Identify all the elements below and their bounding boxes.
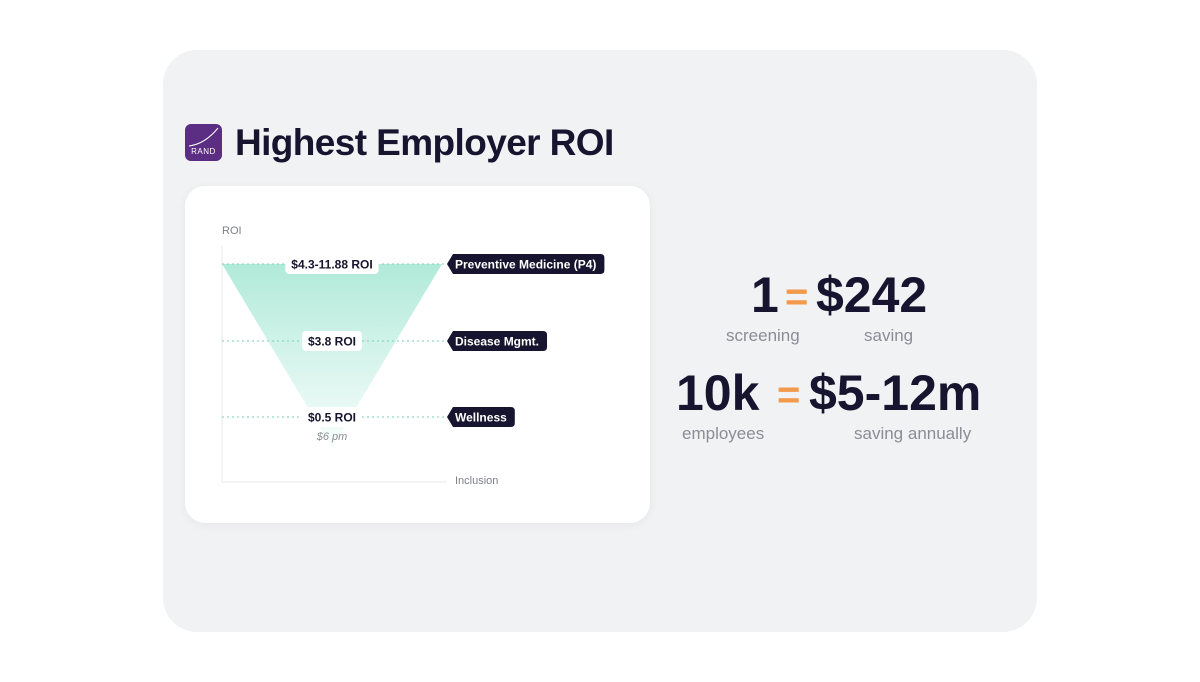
funnel-chart-panel: ROI Inclusion $4.3-11.88 ROI Preventive M…: [185, 186, 650, 523]
funnel-note: $6 pm: [316, 431, 348, 443]
category-tag-label: Wellness: [455, 411, 507, 425]
stat-2-left-value: 10k: [676, 365, 760, 421]
funnel-value-label: $4.3-11.88 ROI: [291, 258, 372, 272]
funnel-shape: [222, 264, 442, 448]
stat-2-right-caption: saving annually: [854, 424, 972, 443]
stat-2-left-caption: employees: [682, 424, 765, 443]
stat-1-left-value: 1: [751, 267, 779, 323]
funnel-value-label: $3.8 ROI: [308, 335, 356, 349]
category-tag: [447, 331, 548, 351]
page-title: Highest Employer ROI: [235, 122, 614, 163]
stat-1-right-caption: saving: [864, 326, 914, 345]
funnel-chart: ROI Inclusion $4.3-11.88 ROI Preventive M…: [221, 225, 605, 487]
value-label-bg: [285, 254, 379, 274]
stat-1-left-caption: screening: [726, 326, 800, 345]
value-label-bg: [301, 407, 363, 427]
stat-1-equals: =: [785, 275, 809, 319]
funnel-value-label: $0.5 ROI: [308, 411, 356, 425]
x-axis-label: Inclusion: [455, 475, 498, 487]
stat-2-equals: =: [777, 373, 801, 417]
y-axis-label: ROI: [222, 225, 242, 237]
category-tag: [447, 407, 515, 427]
rand-logo-icon: RAND: [185, 124, 222, 161]
category-tag-label: Disease Mgmt.: [455, 335, 539, 349]
stat-1-right-value: $242: [816, 267, 928, 323]
logo-text: RAND: [191, 147, 216, 156]
value-label-bg: [301, 331, 363, 351]
stat-2-right-value: $5-12m: [809, 365, 982, 421]
category-tag-label: Preventive Medicine (P4): [455, 258, 596, 272]
category-tag: [447, 254, 605, 274]
